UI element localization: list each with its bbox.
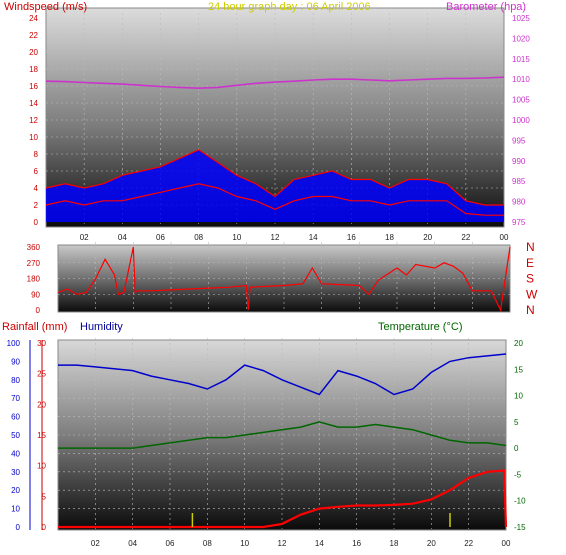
barometer-tick-label: 1015 (512, 55, 530, 64)
direction-degree-tick: 0 (36, 306, 41, 315)
series-gust (46, 149, 504, 222)
series-barometer (45, 76, 505, 90)
x-tick-label: 20 (423, 233, 432, 242)
humidity-axis-title: Humidity (80, 321, 123, 333)
barometer-tick-label: 995 (512, 136, 526, 145)
x-tick-label: 12 (278, 539, 287, 548)
temperature-tick-label: 0 (514, 444, 519, 453)
series-temperature (58, 421, 507, 449)
x-tick-label: 22 (461, 233, 470, 242)
windspeed-tick-label: 20 (29, 48, 38, 57)
x-tick-label: 14 (309, 233, 318, 242)
windspeed-tick-label: 0 (34, 218, 39, 227)
humidity-tick-label: 30 (11, 468, 20, 477)
windspeed-tick-label: 6 (34, 167, 39, 176)
chart-title: 24 hour graph day : 06 April 2006 (208, 1, 371, 13)
rainfall-tick-label: 5 (42, 492, 47, 501)
x-tick-label: 04 (128, 539, 137, 548)
windspeed-axis-title: Windspeed (m/s) (4, 1, 87, 13)
humidity-tick-label: 80 (11, 376, 20, 385)
barometer-tick-label: 1020 (512, 34, 530, 43)
x-tick-label: 18 (385, 233, 394, 242)
direction-degree-tick: 90 (31, 290, 40, 299)
rainfall-tick-label: 0 (42, 523, 47, 532)
barometer-tick-label: 1005 (512, 96, 530, 105)
barometer-tick-label: 975 (512, 218, 526, 227)
x-tick-label: 22 (464, 539, 473, 548)
x-tick-label: 04 (118, 233, 127, 242)
humidity-tick-label: 0 (16, 523, 21, 532)
barometer-tick-label: 1025 (512, 14, 530, 23)
windspeed-tick-label: 12 (29, 116, 38, 125)
humidity-tick-label: 70 (11, 394, 20, 403)
x-tick-label: 12 (271, 233, 280, 242)
windspeed-tick-label: 16 (29, 82, 38, 91)
x-tick-label: 06 (166, 539, 175, 548)
humidity-tick-label: 60 (11, 413, 20, 422)
temperature-tick-label: 15 (514, 365, 523, 374)
barometer-tick-label: 990 (512, 157, 526, 166)
x-tick-label: 16 (347, 233, 356, 242)
barometer-tick-label: 980 (512, 198, 526, 207)
x-tick-label: 18 (390, 539, 399, 548)
temperature-tick-label: 10 (514, 392, 523, 401)
temperature-tick-label: -15 (514, 523, 526, 532)
x-tick-label: 14 (315, 539, 324, 548)
x-tick-label: 08 (194, 233, 203, 242)
direction-compass-label: N (526, 303, 535, 317)
series-rainfall (58, 469, 508, 529)
barometer-tick-label: 1000 (512, 116, 530, 125)
humidity-tick-label: 20 (11, 486, 20, 495)
windspeed-tick-label: 10 (29, 133, 38, 142)
series-windspeed (45, 183, 504, 216)
windspeed-tick-label: 14 (29, 99, 38, 108)
x-tick-label: 16 (352, 539, 361, 548)
temperature-tick-label: -5 (514, 470, 522, 479)
direction-degree-tick: 180 (27, 275, 41, 284)
rainfall-axis-title: Rainfall (mm) (2, 321, 67, 333)
direction-degree-tick: 270 (27, 259, 41, 268)
windspeed-tick-label: 18 (29, 65, 38, 74)
x-tick-label: 10 (240, 539, 249, 548)
direction-compass-label: S (526, 272, 534, 286)
temperature-axis-title: Temperature (°C) (378, 321, 462, 333)
series-gust-line (45, 149, 504, 206)
windspeed-tick-label: 2 (34, 201, 39, 210)
temperature-tick-label: 5 (514, 418, 519, 427)
direction-compass-label: N (526, 240, 535, 254)
x-tick-label: 00 (502, 539, 511, 548)
barometer-tick-label: 985 (512, 177, 526, 186)
barometer-axis-title: Barometer (hpa) (446, 1, 526, 13)
humidity-tick-label: 50 (11, 431, 20, 440)
windspeed-tick-label: 22 (29, 31, 38, 40)
barometer-tick-label: 1010 (512, 75, 530, 84)
series-humidity (58, 353, 507, 396)
x-tick-label: 20 (427, 539, 436, 548)
temperature-tick-label: 20 (514, 339, 523, 348)
humidity-tick-label: 10 (11, 505, 20, 514)
windspeed-tick-label: 4 (34, 184, 39, 193)
x-tick-label: 10 (232, 233, 241, 242)
direction-degree-tick: 360 (27, 243, 41, 252)
series-wind-direction (57, 246, 511, 312)
windspeed-tick-label: 8 (34, 150, 39, 159)
humidity-tick-label: 90 (11, 357, 20, 366)
x-tick-label: 08 (203, 539, 212, 548)
windspeed-tick-label: 24 (29, 14, 38, 23)
x-tick-label: 02 (80, 233, 89, 242)
x-tick-label: 02 (91, 539, 100, 548)
humidity-tick-label: 40 (11, 449, 20, 458)
direction-compass-label: W (526, 287, 538, 301)
x-tick-label: 00 (500, 233, 509, 242)
humidity-tick-label: 100 (7, 339, 21, 348)
direction-compass-label: E (526, 256, 534, 270)
x-tick-label: 06 (156, 233, 165, 242)
temperature-tick-label: -10 (514, 497, 526, 506)
